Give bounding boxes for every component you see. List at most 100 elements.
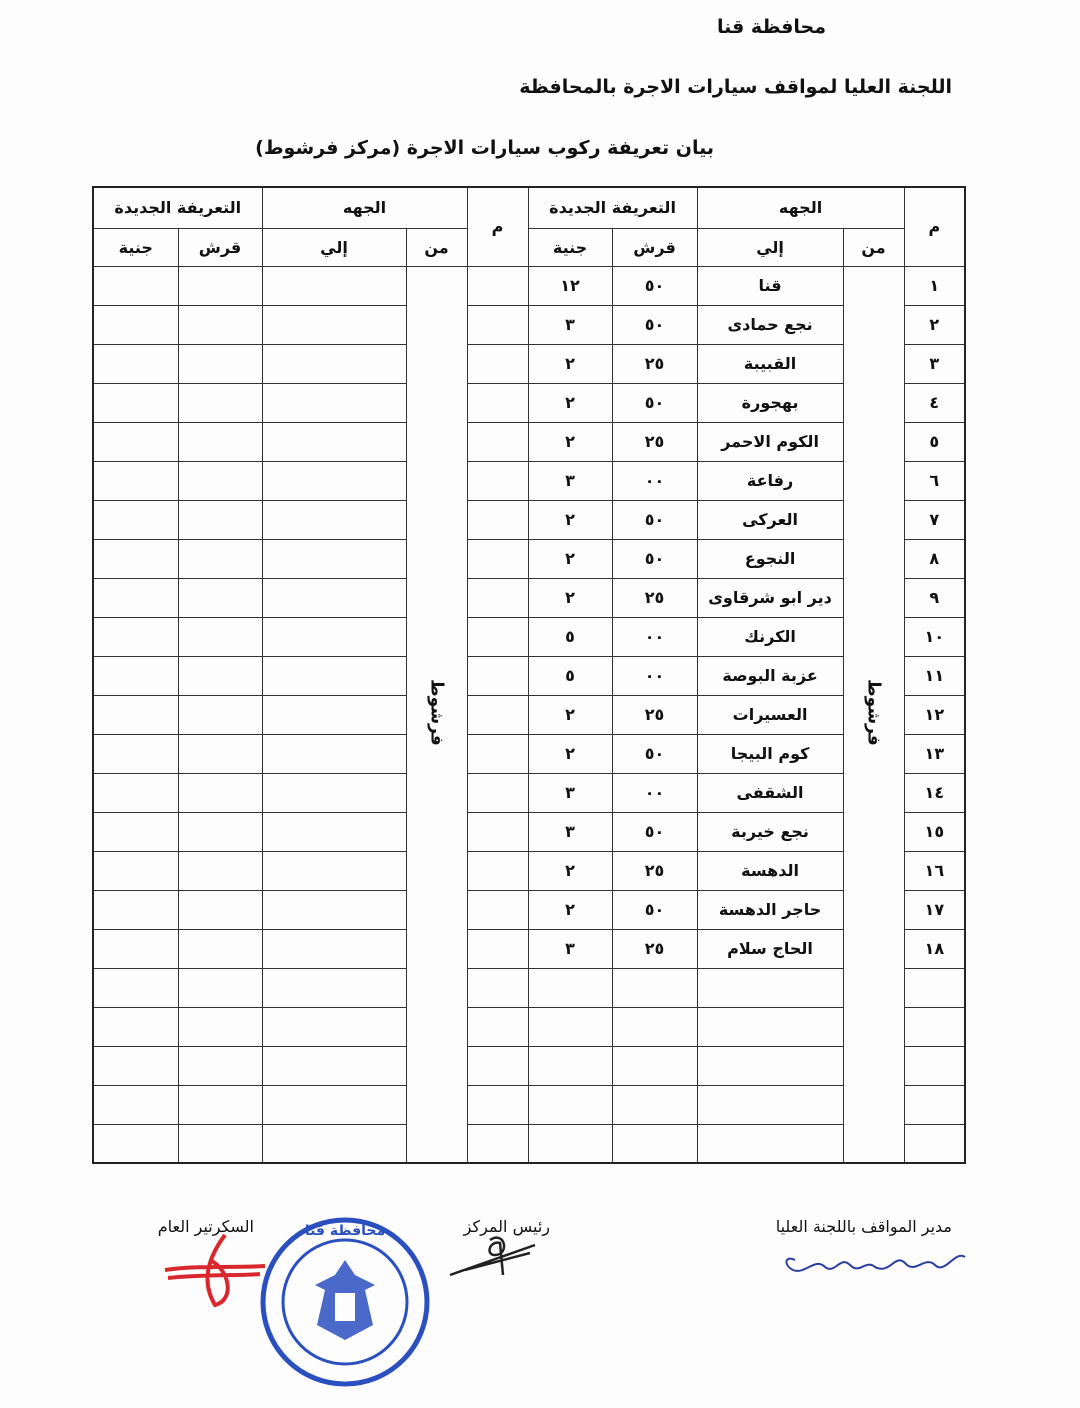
row-num-empty [466,577,529,618]
piasters: ٢٥ [611,421,698,462]
pounds [527,1045,613,1086]
piasters-empty [177,811,263,852]
destination-empty [261,265,407,306]
row-num [903,967,966,1008]
piasters: ٢٥ [611,850,698,891]
row-num-empty [466,1123,529,1164]
table-row: ٨ النجوع ٥٠ ٢ [92,538,966,579]
row-num-empty [466,1006,529,1047]
row-num-empty [466,421,529,462]
piasters-empty [177,421,263,462]
destination: العسيرات [696,694,844,735]
pounds: ٢ [527,694,613,735]
piasters-empty [177,538,263,579]
svg-text:محافظة قنا: محافظة قنا [305,1223,385,1239]
pounds: ٢ [527,382,613,423]
pounds: ٥ [527,616,613,657]
row-num: ١٣ [903,733,966,774]
destination-empty [261,1045,407,1086]
destination-empty [261,967,407,1008]
piasters-empty [177,694,263,735]
header-new-tariff: التعريفة الجديدة [527,186,698,229]
piasters-empty [177,265,263,306]
pounds: ٢ [527,577,613,618]
pounds-empty [92,967,179,1008]
piasters: ٠٠ [611,655,698,696]
row-num-empty [466,967,529,1008]
table-row: ٤ بهجورة ٥٠ ٢ [92,382,966,423]
piasters-empty [177,772,263,813]
table-row: ٦ رفاعة ٠٠ ٣ [92,460,966,501]
destination-empty [261,343,407,384]
row-num: ١٥ [903,811,966,852]
destination: الكرنك [696,616,844,657]
table-row: ٧ العركى ٥٠ ٢ [92,499,966,540]
piasters-empty [177,1123,263,1164]
destination-empty [261,928,407,969]
destination: بهجورة [696,382,844,423]
row-num: ١٧ [903,889,966,930]
row-num: ٢ [903,304,966,345]
destination: دير ابو شرقاوى [696,577,844,618]
row-num-empty [466,655,529,696]
table-row [92,1006,966,1047]
header-from: من [405,227,468,267]
destination: رفاعة [696,460,844,501]
destination-empty [261,772,407,813]
row-num [903,1045,966,1086]
row-num-empty [466,304,529,345]
piasters [611,1045,698,1086]
piasters: ٥٠ [611,889,698,930]
header-to: إلي [696,227,844,267]
pounds: ٣ [527,460,613,501]
destination: حاجر الدهسة [696,889,844,930]
pounds-empty [92,265,179,306]
piasters-empty [177,343,263,384]
destination [696,1006,844,1047]
piasters [611,1006,698,1047]
table-row [92,1084,966,1125]
destination: الشقفى [696,772,844,813]
destination-empty [261,655,407,696]
pounds: ٣ [527,304,613,345]
pounds-empty [92,694,179,735]
destination-empty [261,460,407,501]
from-cell: فرشوط [405,265,468,1164]
piasters-empty [177,616,263,657]
row-num: ١ [903,265,966,306]
row-num-empty [466,538,529,579]
table-row: ١٥ نجع خيربة ٥٠ ٣ [92,811,966,852]
pounds-empty [92,616,179,657]
piasters: ٢٥ [611,343,698,384]
pounds-empty [92,499,179,540]
piasters [611,1084,698,1125]
header-direction: الجهه [261,186,468,229]
row-num [903,1123,966,1164]
header-new-tariff: التعريفة الجديدة [92,186,263,229]
row-num: ٣ [903,343,966,384]
pounds: ٣ [527,772,613,813]
header-pounds: جنية [92,227,179,267]
destination-empty [261,382,407,423]
row-num-empty [466,265,529,306]
row-num: ١٦ [903,850,966,891]
piasters: ٥٠ [611,538,698,579]
destination: العركى [696,499,844,540]
row-num-empty [466,694,529,735]
destination: الدهسة [696,850,844,891]
destination: الحاج سلام [696,928,844,969]
piasters [611,1123,698,1164]
destination [696,967,844,1008]
row-num-empty [466,382,529,423]
row-num-empty [466,889,529,930]
piasters: ٥٠ [611,811,698,852]
piasters: ٠٠ [611,460,698,501]
pounds-empty [92,538,179,579]
pounds: ٣ [527,928,613,969]
pounds: ٢ [527,850,613,891]
row-num-empty [466,928,529,969]
pounds-empty [92,460,179,501]
row-num: ٥ [903,421,966,462]
row-num: ٩ [903,577,966,618]
row-num-empty [466,1084,529,1125]
